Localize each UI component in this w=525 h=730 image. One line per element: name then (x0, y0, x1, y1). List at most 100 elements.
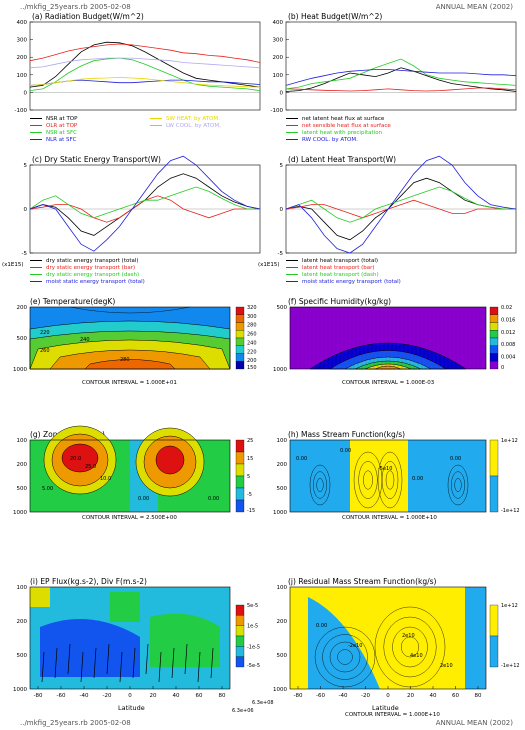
plot-frame (29, 439, 231, 513)
series-line-5 (29, 57, 261, 69)
y-tick-label: 0 (24, 207, 28, 213)
legend-swatch (30, 139, 42, 140)
x-tick-label: 60 (196, 693, 203, 699)
stream-contour (451, 471, 465, 499)
colorbar-swatch (489, 635, 499, 668)
band (465, 587, 486, 689)
ep-arrow (106, 643, 110, 675)
x-tick-label: -80 (294, 693, 303, 699)
x-tick-label: 0 (128, 693, 132, 699)
legend-swatch (286, 260, 298, 261)
y-tick-label: 0 (280, 207, 284, 213)
colorbar-swatch (489, 345, 499, 354)
ep-arrow (80, 651, 84, 683)
x-tick-label: 20 (407, 693, 414, 699)
colorbar-swatch (235, 635, 245, 647)
plot-frame (29, 21, 261, 111)
colorbar-swatch (489, 439, 499, 477)
colorbar-label: 240 (247, 340, 257, 346)
ep-arrow (54, 647, 58, 679)
colorbar-swatch (235, 330, 245, 339)
title-b: (b) Heat Budget(W/m^2) (288, 12, 383, 21)
y-tick-label: -100 (271, 108, 284, 114)
series-line-3 (29, 79, 261, 86)
colorbar-swatch (489, 314, 499, 323)
colorbar-swatch (235, 463, 245, 477)
colorbar-swatch (489, 322, 499, 331)
legend-item: NSR at SFC (30, 130, 77, 136)
xlabel-i: Latitude (118, 704, 145, 712)
xlabel-j: Latitude (372, 704, 399, 712)
y-tick-label: 1000 (13, 367, 27, 373)
chart-heat-budget: 400 300 200 100 0 -100 (271, 20, 517, 114)
wind-jet (155, 445, 185, 475)
series-line-2 (29, 186, 260, 219)
legend-label: latent heat transport (total) (302, 258, 379, 264)
legend-label: SW HEAT. by ATOM. (166, 116, 220, 122)
colorbar-label: -5 (247, 492, 252, 498)
stream-contour (316, 478, 324, 492)
stream-contour (358, 461, 378, 499)
y-tick-label: 200 (17, 462, 28, 468)
contour-label: 5.00 (42, 486, 53, 492)
series-line-0 (285, 67, 517, 92)
ep-arrow (41, 651, 45, 683)
y-tick-label: 300 (17, 38, 28, 44)
contour-label: 4e10 (410, 653, 423, 659)
y-tick-label: 100 (17, 585, 28, 591)
legend-label: dry static energy transport (dash) (46, 272, 140, 278)
colorbar-label: -1e-5 (247, 644, 260, 650)
contour-label: 10.0 (100, 476, 111, 482)
legend-label: net sensible heat flux at surface (302, 123, 391, 129)
colorbar-label: -5e-5 (247, 663, 260, 669)
title-i: (i) EP Flux(kg.s-2), Div F(m.s-2) (30, 577, 147, 586)
colorbar-i: 5e-5 1e-5 -1e-5 -5e-5 (235, 603, 260, 669)
y-tick-label: 1000 (273, 367, 287, 373)
legend-label: moist static energy transport (total) (46, 279, 145, 285)
legend-swatch (286, 274, 298, 275)
y-tick-label: 5 (24, 163, 28, 169)
legend-item: LW COOL. by ATOM. (150, 123, 221, 129)
contour-label: 0.00 (138, 496, 149, 502)
colorbar-label: 0.008 (501, 342, 515, 348)
legend-a: NSR at TOP OLR at TOP NSR at SFC NLR at SFC… (30, 116, 260, 152)
legend-item: dry static energy transport (total) (30, 258, 139, 264)
y-tick-label: 500 (277, 305, 288, 311)
legend-swatch (286, 125, 298, 126)
contour-label: -5e10 (378, 466, 392, 472)
legend-label: latent heat transport (dash) (302, 272, 379, 278)
colorbar-swatch (235, 322, 245, 331)
legend-item: RW COOL. by ATOM. (286, 137, 358, 143)
legend-item: latent heat transport (bar) (286, 265, 375, 271)
colorbar-label: -1e+12 (501, 663, 520, 669)
y-tick-label: -5 (278, 251, 284, 257)
panel-residual-mass-stream: 100 200 500 1000 -80 -60 -40 -20 0 20 40 60 80 0.00 -2… (273, 585, 487, 699)
footer-right: ANNUAL MEAN (2002) (435, 719, 513, 727)
legend-item: moist static energy transport (total) (30, 279, 145, 285)
legend-item: NLR at SFC (30, 137, 77, 143)
footer-left: ../mkfig_25years.rb 2005-02-08 (20, 719, 131, 727)
colorbar-swatch (235, 487, 245, 501)
x-tick-label: 80 (219, 693, 226, 699)
colorbar-swatch (489, 604, 499, 637)
y-tick-label: 200 (277, 619, 288, 625)
colorbar-j: 1e+12 -1e+12 (489, 603, 520, 669)
legend-swatch (286, 281, 298, 282)
title-a: (a) Radiation Budget(W/m^2) (32, 12, 144, 21)
band (308, 597, 380, 689)
legend-swatch (150, 125, 162, 126)
legend-label: latent heat transport (bar) (302, 265, 375, 271)
legend-item: net sensible heat flux at surface (286, 123, 391, 129)
y-tick-label: -100 (15, 108, 28, 114)
legend-label: OLR at TOP (46, 123, 78, 129)
contour-label: 0.00 (340, 448, 351, 454)
colorbar-swatch (235, 475, 245, 489)
colorbar-swatch (235, 345, 245, 354)
series-line-2 (285, 58, 517, 90)
y-tick-label: 200 (17, 305, 28, 311)
panel-ep-flux: 100 200 500 1000 -80 -60 -40 -20 0 20 40 60 80 (13, 585, 231, 699)
residual-contour (314, 626, 376, 688)
y-tick-label: 100 (277, 585, 288, 591)
legend-label: NSR at TOP (46, 116, 78, 122)
residual-contour (337, 649, 353, 665)
